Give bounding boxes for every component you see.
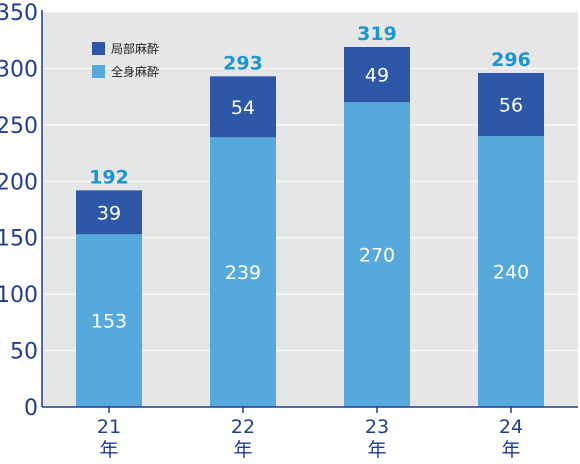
- legend-swatch-general: [92, 65, 105, 78]
- data-label: 240: [493, 262, 529, 284]
- y-tick-label: 0: [24, 396, 38, 421]
- bars: 153 39 192 239 54 293 270 49 319 240 56 296: [76, 23, 544, 408]
- y-tick-label: 250: [0, 114, 38, 139]
- x-tick-suffix: 年: [501, 439, 520, 461]
- legend-label-local: 局部麻酔: [111, 41, 159, 56]
- y-tick-label: 100: [0, 283, 38, 308]
- total-label: 296: [491, 49, 531, 71]
- total-label: 319: [357, 23, 397, 45]
- x-tick-label: 24: [499, 416, 523, 438]
- x-tick-label: 22: [231, 416, 255, 438]
- total-label: 192: [89, 166, 129, 188]
- data-label: 54: [231, 97, 255, 119]
- bar-segment: [478, 136, 544, 407]
- data-label: 49: [365, 65, 389, 87]
- x-tick-suffix: 年: [99, 439, 118, 461]
- bar-segment: [344, 102, 410, 408]
- total-label: 293: [223, 52, 263, 74]
- bar-segment: [478, 72, 544, 137]
- x-tick-label: 23: [365, 416, 389, 438]
- y-tick-label: 50: [10, 340, 38, 365]
- data-label: 270: [359, 245, 395, 267]
- bar-segment: [210, 137, 276, 407]
- x-tick-suffix: 年: [233, 439, 252, 461]
- bar-segment: [76, 190, 142, 235]
- legend-label-general: 全身麻酔: [111, 64, 159, 79]
- y-tick-label: 150: [0, 227, 38, 252]
- bar-segment: [76, 234, 142, 407]
- bar-segment: [344, 46, 410, 103]
- bar-segment: [210, 76, 276, 138]
- data-label: 239: [225, 262, 261, 284]
- data-label: 153: [91, 311, 127, 333]
- legend: 局部麻酔 全身麻酔: [92, 41, 159, 79]
- y-tick-label: 200: [0, 170, 38, 195]
- y-tick-label: 350: [0, 1, 38, 26]
- data-label: 56: [499, 95, 523, 117]
- x-tick-label: 21: [97, 416, 121, 438]
- x-tick-suffix: 年: [367, 439, 386, 461]
- data-label: 39: [97, 202, 121, 224]
- y-tick-label: 300: [0, 57, 38, 82]
- legend-swatch-local: [92, 42, 105, 55]
